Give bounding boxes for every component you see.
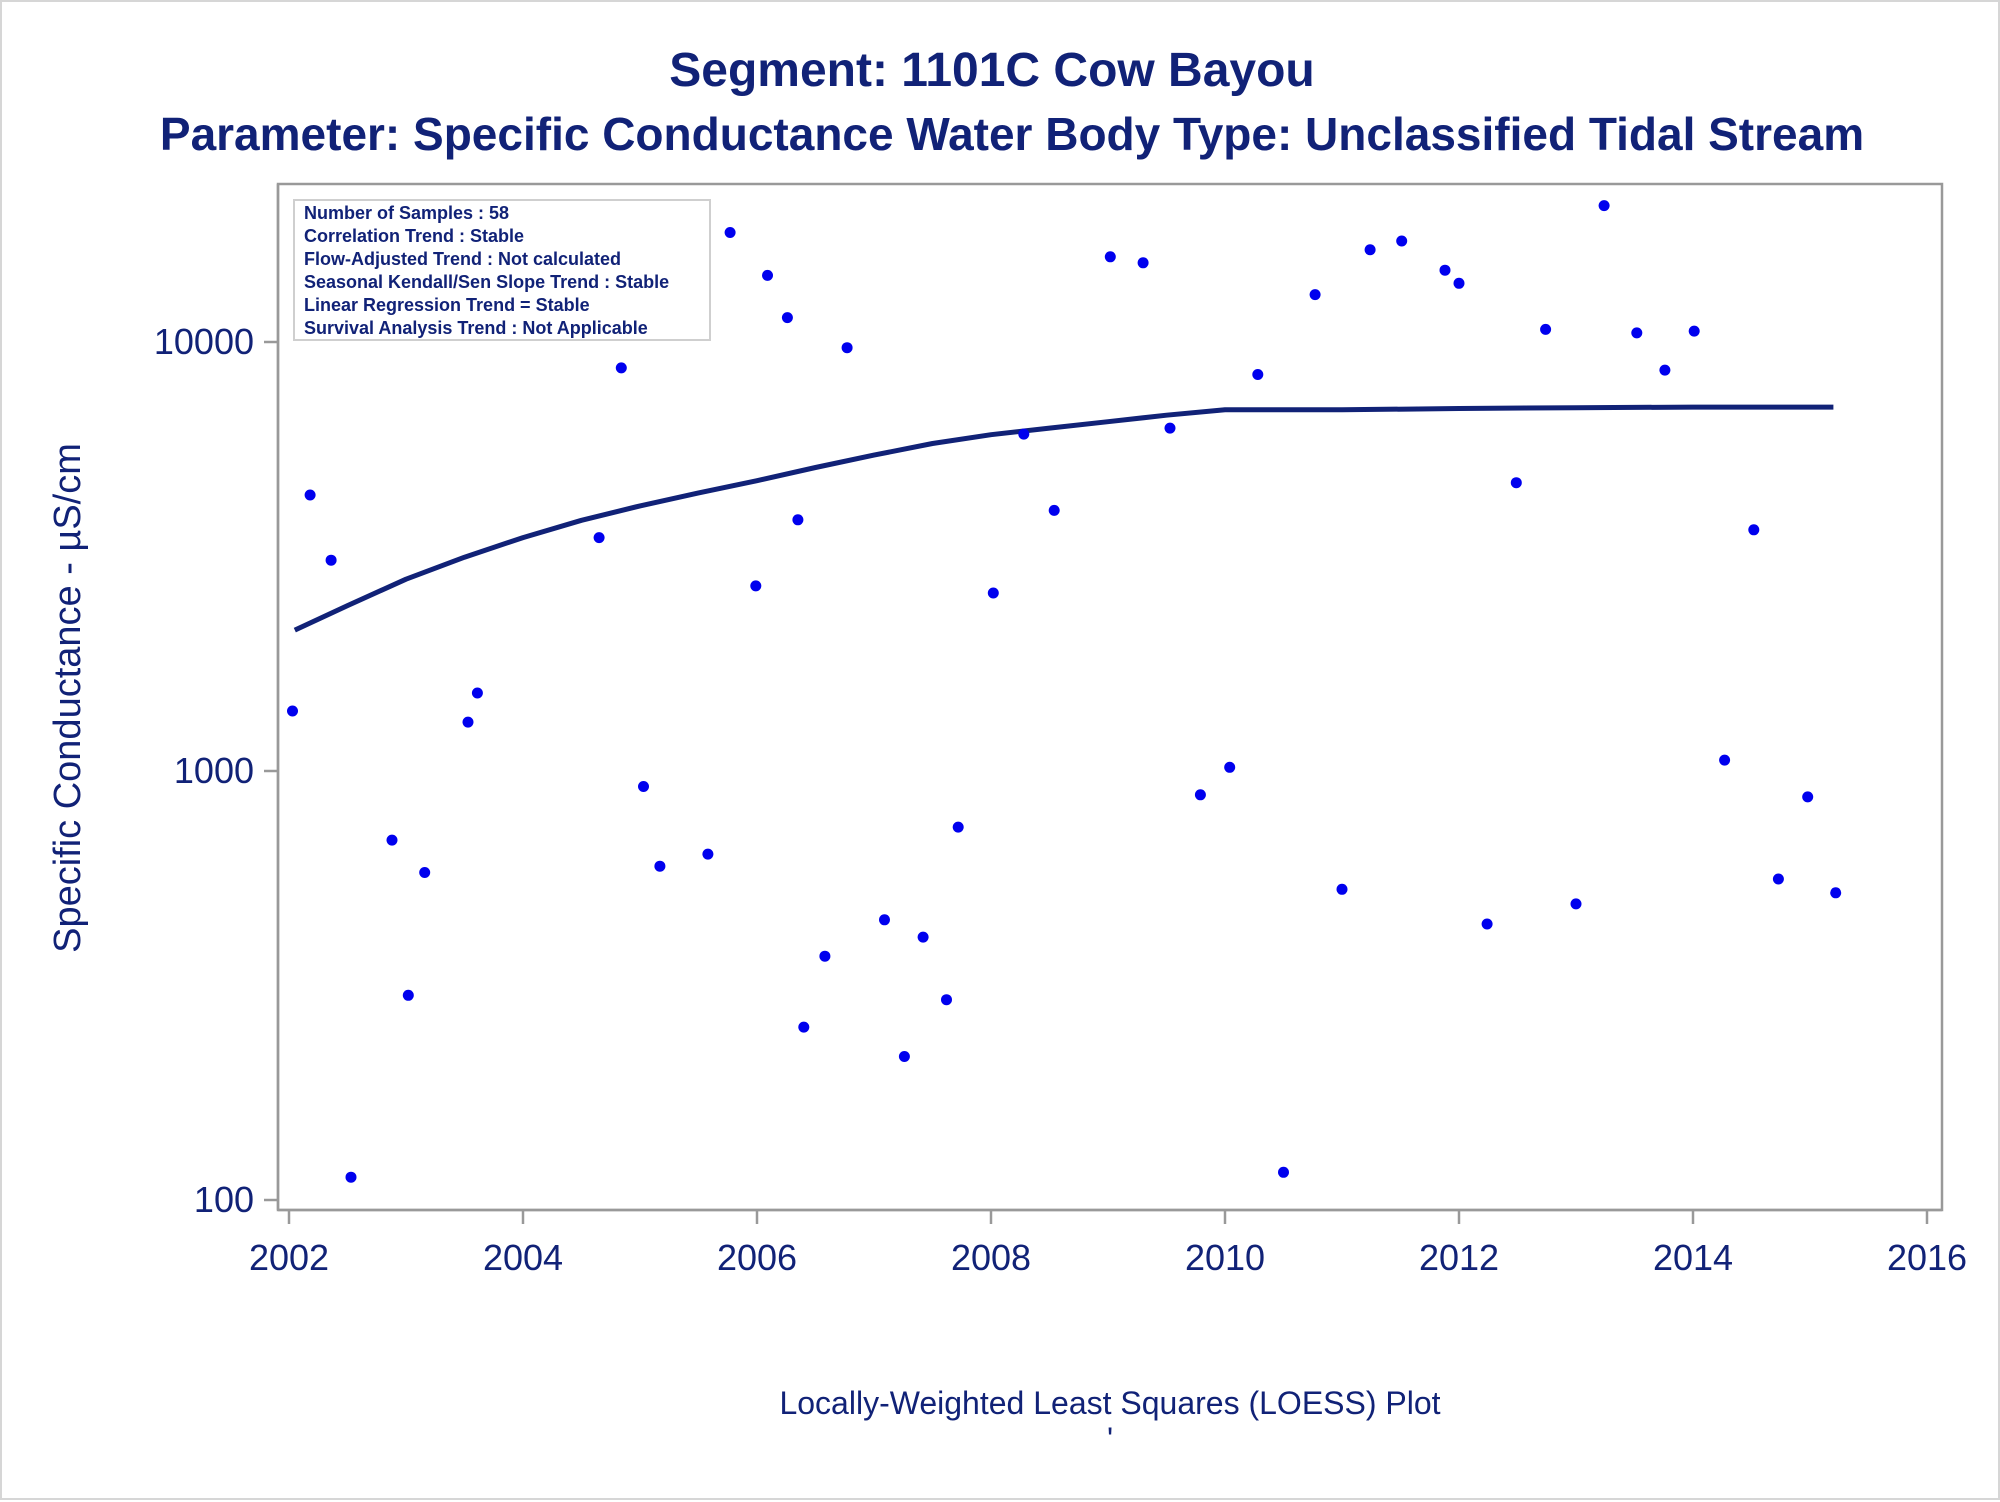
data-point [792,514,804,526]
data-point [1364,244,1376,256]
data-point [471,687,483,699]
x-tick-label: 2006 [717,1237,797,1278]
data-point [1510,477,1522,489]
info-box: Number of Samples : 58 Correlation Trend … [293,199,711,341]
data-point [1688,325,1700,337]
data-point [1540,323,1552,335]
info-box-line: Correlation Trend : Stable [304,226,524,246]
x-tick-label: 2012 [1419,1237,1499,1278]
data-point [987,587,999,599]
info-box-line: Seasonal Kendall/Sen Slope Trend : Stabl… [304,272,669,292]
x-tick-label: 2010 [1185,1237,1265,1278]
data-point [798,1021,810,1033]
data-point [1104,251,1116,263]
data-point [1194,789,1206,801]
data-point [1224,761,1236,773]
y-tick-label: 100 [194,1179,254,1220]
data-point [419,867,431,878]
info-box-line: Flow-Adjusted Trend : Not calculated [304,249,621,269]
data-point [702,848,714,860]
data-point [1164,422,1176,434]
data-point [917,931,929,943]
data-point [1570,898,1582,910]
data-point [325,554,337,566]
x-tick-label: 2016 [1887,1237,1967,1278]
data-point [841,342,853,354]
data-point [1048,504,1060,516]
data-point [1481,918,1493,930]
y-axis-label: Specific Conductance - µS/cm [47,443,89,953]
data-point [1439,264,1451,276]
data-point [750,580,762,592]
data-point [1453,277,1465,289]
info-box-line: Linear Regression Trend = Stable [304,295,590,315]
data-point [1719,754,1731,766]
data-point [593,532,605,544]
info-box-line: Survival Analysis Trend : Not Applicable [304,318,648,338]
x-tick-label: 2008 [951,1237,1031,1278]
footnote: Locally-Weighted Least Squares (LOESS) P… [779,1385,1440,1421]
data-point [1018,428,1030,440]
data-point [724,227,736,238]
data-point [287,705,298,717]
data-point [1772,873,1784,885]
data-point [781,312,793,324]
chart-title: Segment: 1101C Cow Bayou [669,44,1315,97]
data-point [879,914,890,926]
footnote-mark: ' [1107,1421,1113,1457]
data-point [462,716,474,728]
y-tick-label: 10000 [154,321,254,362]
data-point [762,269,773,281]
data-series [287,200,1842,1183]
data-point [345,1171,357,1183]
x-tick-label: 2004 [483,1237,563,1278]
loess-line [293,404,1834,633]
info-box-border [293,199,711,341]
x-axis: 2002 2004 2006 2008 2010 2012 2014 2016 [249,1208,1967,1278]
y-tick-label: 1000 [174,750,254,791]
data-point [1830,887,1842,899]
data-point [1252,369,1264,380]
y-axis: 100 1000 10000 [154,184,280,1220]
data-point [1631,327,1643,339]
data-point [952,821,964,833]
info-box-line: Number of Samples : 58 [304,203,509,223]
data-point [1278,1166,1289,1178]
data-point [1598,200,1610,212]
data-point [1137,257,1149,269]
data-point [304,489,316,501]
data-point [941,994,952,1006]
data-point [819,950,831,962]
x-tick-label: 2014 [1653,1237,1733,1278]
data-point [1336,883,1348,895]
x-tick-label: 2002 [249,1237,329,1278]
data-point [898,1051,910,1062]
data-point [386,834,398,846]
data-point [1396,235,1408,247]
chart-subtitle: Parameter: Specific Conductance Water Bo… [160,108,1864,160]
data-point [1748,524,1760,536]
data-point [654,860,666,872]
data-point [638,781,649,792]
data-point [402,989,414,1001]
data-point [1802,791,1814,803]
data-point [1309,289,1321,301]
data-point [615,362,627,374]
data-point [1659,364,1671,376]
